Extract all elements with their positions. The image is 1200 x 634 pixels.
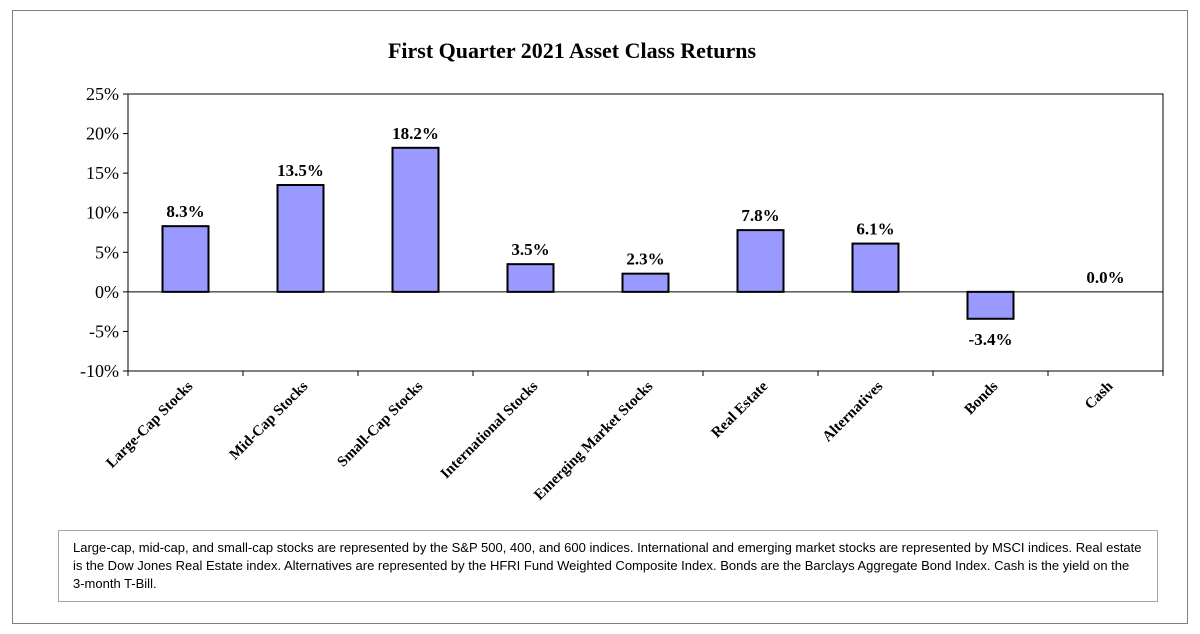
y-tick-label: -10%: [80, 361, 119, 381]
x-tick-label: Real Estate: [708, 378, 771, 441]
bar: [276, 184, 325, 293]
plot-area: [127, 93, 1164, 372]
y-tick-label: 10%: [86, 203, 119, 223]
data-label: 7.8%: [741, 206, 779, 225]
chart-frame: [12, 10, 1188, 624]
y-tick-label: 20%: [86, 124, 119, 144]
data-label: 0.0%: [1086, 268, 1124, 287]
x-tick-label: Alternatives: [820, 378, 887, 445]
data-label: 8.3%: [166, 202, 204, 221]
bar: [391, 146, 440, 293]
data-label: 2.3%: [626, 250, 664, 269]
x-tick-label: Small-Cap Stocks: [335, 378, 427, 470]
chart-title: First Quarter 2021 Asset Class Returns: [387, 38, 757, 63]
bar: [161, 225, 210, 293]
bar: [506, 263, 555, 293]
bar: [736, 229, 785, 293]
x-tick-label: Cash: [1082, 378, 1117, 413]
bar-chart: 25% 20% 15% 10% 5% 0% -5% -10% 8.3% Large-Cap Sto…: [80, 84, 1164, 504]
footnote: Large-cap, mid-cap, and small-cap stocks…: [58, 530, 1158, 602]
data-label: -3.4%: [969, 330, 1013, 349]
x-tick-label: Large-Cap Stocks: [103, 378, 196, 471]
data-label: 18.2%: [392, 124, 439, 143]
x-tick-label: Emerging Market Stocks: [531, 378, 656, 503]
y-tick-label: 25%: [86, 84, 119, 104]
data-label: 13.5%: [277, 161, 324, 180]
y-tick-label: 5%: [95, 242, 119, 262]
data-label: 3.5%: [511, 240, 549, 259]
x-tick-label: Mid-Cap Stocks: [227, 378, 312, 463]
y-tick-label: 0%: [95, 282, 119, 302]
data-label: 6.1%: [856, 220, 894, 239]
y-tick-label: -5%: [89, 321, 119, 341]
y-tick-label: 15%: [86, 163, 119, 183]
x-tick-label: International Stocks: [438, 378, 542, 482]
bar: [966, 290, 1015, 320]
x-tick-label: Bonds: [962, 378, 1002, 418]
bar: [851, 242, 900, 293]
bar: [621, 272, 670, 293]
